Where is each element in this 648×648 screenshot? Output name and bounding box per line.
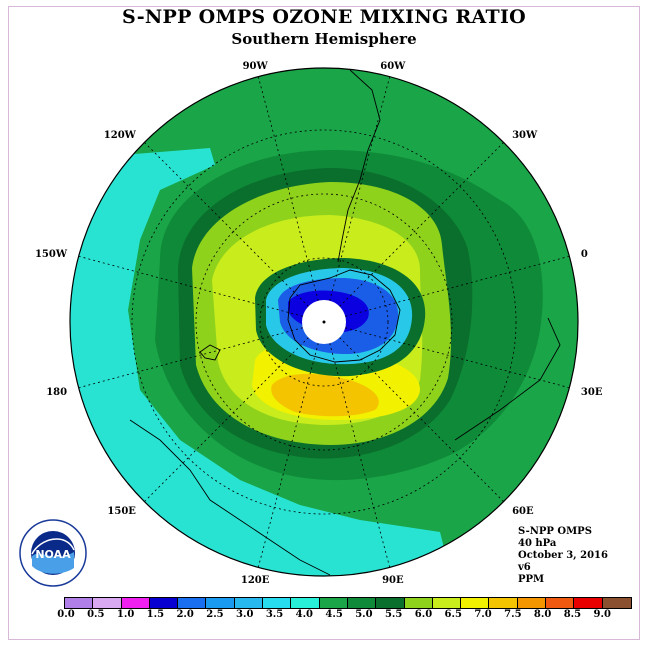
colorbar-segment [517,598,547,608]
coastline-australia [129,419,331,576]
colorbar-segment [347,598,377,608]
colorbar-segment [65,598,94,608]
colorbar-tick-label: 3.0 [236,609,254,620]
latitude-circle [131,129,517,515]
meridian-line [339,142,504,307]
colorbar-segment [149,598,179,608]
south-pole-marker [322,320,326,324]
colorbar-tick-label: 5.0 [355,609,373,620]
colorbar-tick-label: 2.0 [176,609,194,620]
colorbar-segment [178,598,207,608]
meridian-line [345,327,570,389]
contour-7-0 [271,373,379,417]
figure-frame [8,6,640,640]
meridian-line [144,142,309,307]
colorbar-tick-label: 0.0 [57,609,75,620]
colorbar-tick-label: 5.5 [384,609,403,620]
longitude-label: 30E [581,387,603,398]
graticule [78,76,570,568]
coastline-antarctica [287,269,401,363]
colorbar-tick-label: 4.5 [325,609,343,620]
colorbar-tick-label: 2.5 [206,609,224,620]
meridian-line [257,76,319,301]
colorbar-segment [121,598,150,608]
longitude-label: 90W [243,61,269,72]
coastlines [129,69,561,576]
colorbar-segment [489,598,518,608]
longitude-labels: 90W 60W 30W 0 30E 60E 90E 120E 150E 180 150W 120W [35,61,603,586]
colorbar-segment [234,598,264,608]
longitude-label: 30W [512,130,538,141]
colorbar-tick-label: 4.0 [295,609,314,620]
longitude-label: 90E [382,575,404,586]
map-subtitle: Southern Hemisphere [231,30,417,48]
longitude-label: 120W [104,130,137,141]
longitude-label: 150W [35,249,68,260]
colorbar-tick-label: 3.5 [265,609,284,620]
globe-outline [69,67,579,577]
colorbar-tick-label: 1.5 [146,609,165,620]
colorbar-segment [574,598,603,608]
meridian-line [78,327,303,389]
coastline-new-zealand [199,344,221,361]
colorbar-segment [432,598,462,608]
longitude-label: 60E [512,506,534,517]
colorbar-tick-label: 1.0 [116,609,135,620]
meridian-line [144,337,309,502]
longitude-label: 150E [107,506,136,517]
colorbar-segment [263,598,292,608]
coastline-south-america [337,69,381,263]
colorbar-segment [376,598,405,608]
meridian-line [329,76,391,301]
info-date: October 3, 2016 [518,550,608,561]
colorbar-segment [291,598,320,608]
meridian-line [329,343,391,568]
colorbar-segment [404,598,433,608]
colorbar-tick-labels: 0.0 0.5 1.0 1.5 2.0 2.5 3.0 3.5 4.0 4.5 5.0 5.5 6.0 6… [0,609,648,623]
colorbar-segment [546,598,575,608]
product-info: S-NPP OMPS 40 hPa October 3, 2016 v6 PPM [518,526,608,586]
contour-3-5 [70,148,444,576]
longitude-label: 120E [241,575,270,586]
colorbar-tick-label: 7.0 [474,609,492,620]
meridian-line [78,255,303,317]
latitude-circle [259,257,389,387]
colorbar-tick-label: 0.5 [87,609,105,620]
colorbar-tick-label: 8.5 [563,609,582,620]
colorbar-segment [602,598,631,608]
longitude-label: 60W [380,61,406,72]
colorbar-tick-label: 9.0 [593,609,611,620]
colorbar-segment [319,598,348,608]
meridian-line [345,255,570,317]
noaa-logo-text: NOAA [35,548,71,561]
longitude-label: 0 [581,249,588,260]
info-level: 40 hPa [518,538,557,549]
info-units: PPM [518,574,545,585]
noaa-logo: NOAA [18,518,88,588]
colorbar-tick-label: 8.0 [533,609,552,620]
info-version: v6 [518,562,531,573]
meridian-line [339,337,504,502]
colorbar-tick-label: 6.0 [414,609,433,620]
colorbar-tick-label: 6.5 [444,609,462,620]
coastline-africa [454,317,561,441]
longitude-label: 180 [46,387,67,398]
meridian-line [257,343,319,568]
map-title: S-NPP OMPS OZONE MIXING RATIO [121,6,527,28]
latitude-circle [195,193,453,451]
colorbar-segment [206,598,235,608]
info-instrument: S-NPP OMPS [518,526,592,537]
colorbar [64,597,632,609]
colorbar-segment [93,598,122,608]
colorbar-segment [461,598,490,608]
colorbar-tick-label: 7.5 [504,609,522,620]
